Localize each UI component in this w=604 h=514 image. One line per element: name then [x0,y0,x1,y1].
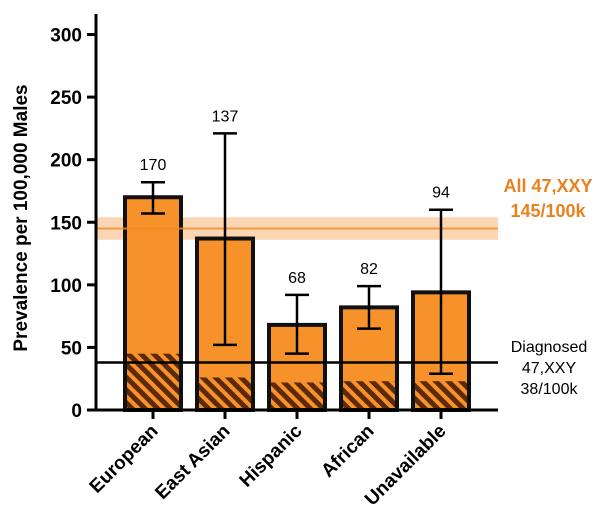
annotation-layer: All 47,XXY 145/100k Diagnosed 47,XXY 38/100k [503,176,592,398]
data-label-layer: 170 137 68 82 94 [140,108,450,286]
data-label: 94 [432,185,450,202]
error-bar [357,284,381,330]
y-tick-label: 200 [50,151,82,172]
bar-diagnosed-unavailable [413,381,469,410]
y-tick-label: 100 [50,276,82,297]
error-bar [213,132,237,347]
data-label: 68 [288,270,306,287]
error-bar-layer [141,132,453,375]
bar-diagnosed-hispanic [269,382,325,410]
y-tick-label: 300 [50,26,82,47]
y-axis-title: Prevalence per 100,000 Males [11,84,32,351]
x-tick-label: European [86,421,163,498]
error-bar [141,180,165,215]
data-label: 170 [140,157,167,174]
y-tick-label: 150 [50,213,82,234]
annotation-diagnosed: Diagnosed [511,339,588,356]
data-label: 82 [360,261,378,278]
annotation-diagnosed: 47,XXY [522,360,577,377]
annotation-diagnosed: 38/100k [521,381,579,398]
x-tick-label: East Asian [151,421,234,504]
annotation-all-47xxy: 145/100k [510,201,586,221]
bar-diagnosed-east-asian [197,377,253,410]
x-tick-label: African [317,421,378,482]
bar-diagnosed-african [341,381,397,410]
y-tick-label: 0 [71,401,82,422]
annotation-all-47xxy: All 47,XXY [503,176,592,196]
data-label: 137 [212,108,239,125]
y-tick-label: 250 [50,88,82,109]
y-axis-label: Prevalence per 100,000 Males [11,84,32,351]
error-bar [429,208,453,375]
x-tick-label: Hispanic [236,420,307,491]
y-tick-label: 50 [61,338,82,359]
error-bar [285,293,309,355]
